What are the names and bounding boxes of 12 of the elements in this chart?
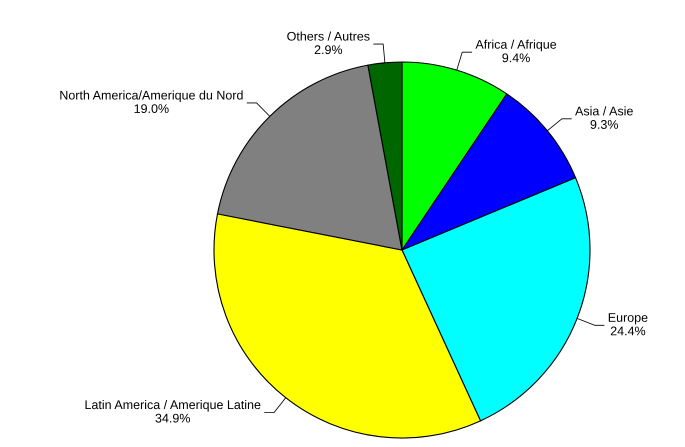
slice-label: Africa / Afrique (475, 40, 556, 52)
slice-label: Others / Autres (287, 32, 370, 41)
data-label: 9.4% (502, 53, 530, 62)
slice-label: Europe (608, 313, 648, 324)
slice-label: Latin America / Amerique Latine (86, 400, 260, 412)
data-label: 19.0% (134, 104, 169, 114)
slice-label: Asia / Asie (575, 106, 633, 116)
data-label: 34.9% (155, 414, 190, 423)
data-label: 24.4% (610, 326, 646, 336)
slice-label: North America/Amerique du Nord (60, 90, 243, 102)
data-label: 9.3% (590, 120, 618, 129)
data-label: 2.9% (314, 45, 342, 54)
